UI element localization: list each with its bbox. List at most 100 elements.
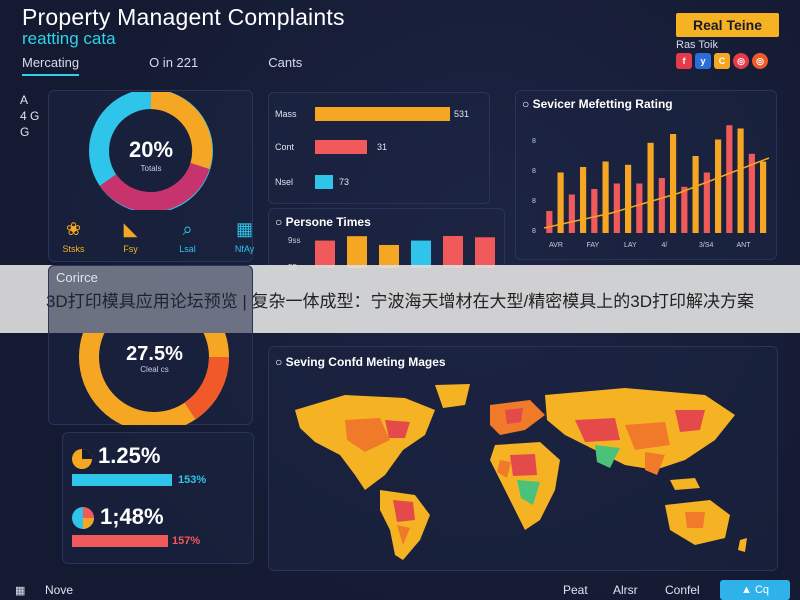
rating-bar [625,164,632,233]
rating-bar [613,183,620,233]
rating-bar [591,189,598,233]
rating-xtick: 3/S4 [699,242,714,249]
rating-bar [580,167,587,233]
social-icons: f y C ◎ ◎ [676,53,768,69]
response-title-text: Persone Times [285,215,371,229]
twitter-icon[interactable]: y [695,53,711,69]
hbar-row: Cont 31 [275,138,387,156]
side-label: A [20,93,29,107]
quick-icons: ❀ Stsks ◣ Fsy ⌕ Lsal ▦ NfAy [52,217,266,255]
quick-item[interactable]: ◣ Fsy [109,217,152,255]
rating-bar [703,172,710,233]
footer-link[interactable]: Alrsr [613,583,638,597]
rating-bar [748,153,755,233]
rating-bar [726,125,733,233]
response-bar [411,240,431,268]
grid-icon[interactable]: ▦ [15,585,26,597]
response-title: ○ Persone Times [275,215,371,229]
table-icon: ▦ [235,218,253,239]
quick-item[interactable]: ▦ NfAy [223,217,266,255]
overview-panel [48,90,253,262]
rating-xtick: LAY [624,242,637,249]
bullet-icon: ○ [275,215,286,229]
side-label: 4 G [20,109,40,123]
rating-bar [692,156,699,233]
world-map [295,384,747,560]
rating-bar [636,183,643,233]
quick-item-label: NfAy [234,244,255,254]
rating-title: ○ Sevicer Mefetting Rating [522,97,673,111]
rating-bar [670,134,677,233]
pinterest-icon[interactable]: ◎ [733,53,749,69]
stat-pie-icon [72,507,94,529]
stat-bar [72,474,172,486]
realtime-label: Ras Toik [676,39,718,51]
map-title-text: Seving Confd Meting Mages [285,355,446,369]
rating-title-text: Sevicer Mefetting Rating [532,97,673,111]
share-icon[interactable]: ◎ [752,53,768,69]
bell-icon: ▲ [740,584,755,596]
stat-bar [72,535,168,547]
stat-bar-label: 153% [178,474,207,486]
tab-cants[interactable]: Cants [268,55,303,70]
stat-bar-label: 157% [172,535,201,547]
hbar-value: 73 [339,177,350,187]
service-donut-caption: Cleal cs [140,365,169,374]
footer-home-link[interactable]: Nove [45,583,74,597]
quick-item-label: Stsks [62,244,85,254]
quick-item[interactable]: ⌕ Lsal [166,217,209,255]
bullet-icon: ○ [275,355,286,369]
hbar-label: Cont [275,142,295,152]
quick-item-label: Lsal [179,244,196,254]
rating-bar [647,142,654,233]
rating-bar [715,139,722,233]
quick-item[interactable]: ❀ Stsks [52,217,95,255]
side-labels: A 4 G G [20,92,39,140]
bullet-icon: ○ [522,97,533,111]
rating-bar [760,161,767,233]
hbar [315,175,333,189]
hbar-value: 31 [377,142,388,152]
hbar [315,107,450,121]
side-label: G [20,125,30,139]
response-ytick: 9ss [288,236,301,245]
rating-bar [557,172,564,233]
tab-o-in-221[interactable]: O in 221 [149,55,199,70]
hbar-row: Mass 531 [275,105,469,123]
google-icon[interactable]: C [714,53,730,69]
service-donut-value: 27.5% [126,343,183,365]
page-subtitle: reatting cata [22,29,116,48]
response-bar [475,237,495,268]
footer-link[interactable]: Peat [563,583,588,597]
rating-bar [602,161,609,233]
facebook-icon[interactable]: f [676,53,692,69]
response-bar [443,236,463,268]
key-icon: ❀ [65,218,82,239]
truck-icon: ◣ [123,218,138,239]
footer-button[interactable]: ▲ Cq [720,580,790,600]
hbar-row: Nsel 73 [275,173,349,191]
footer-link[interactable]: Confel [665,583,700,597]
footer-button-label: Cq [754,584,769,596]
rating-bar [658,178,665,233]
rating-xtick: FAY [587,242,600,249]
response-bar [347,236,367,268]
rating-chart: 8 8 8 8 AVR FAY LAY 4/3/S4 ANT [532,125,770,249]
quick-item-label: Fsy [123,244,138,254]
hbar-value: 531 [454,109,470,119]
overview-donut-caption: Totals [140,164,162,173]
hbar-label: Mass [275,109,297,119]
rating-ytick: 8 [532,138,536,145]
stat-pie-icon [72,449,92,469]
rating-ytick: 8 [532,198,536,205]
tab-mercating[interactable]: Mercating [22,55,80,76]
page-title: Property Managent Complaints [22,4,345,30]
response-bar [379,244,399,268]
top-nav: Mercating O in 221 Cants [22,55,372,76]
realtime-button[interactable]: Real Teine [676,13,779,37]
service-panel-title: Corirce [56,270,98,285]
rating-ytick: 8 [532,228,536,235]
search-icon: ⌕ [182,218,193,239]
response-bar [315,240,335,268]
